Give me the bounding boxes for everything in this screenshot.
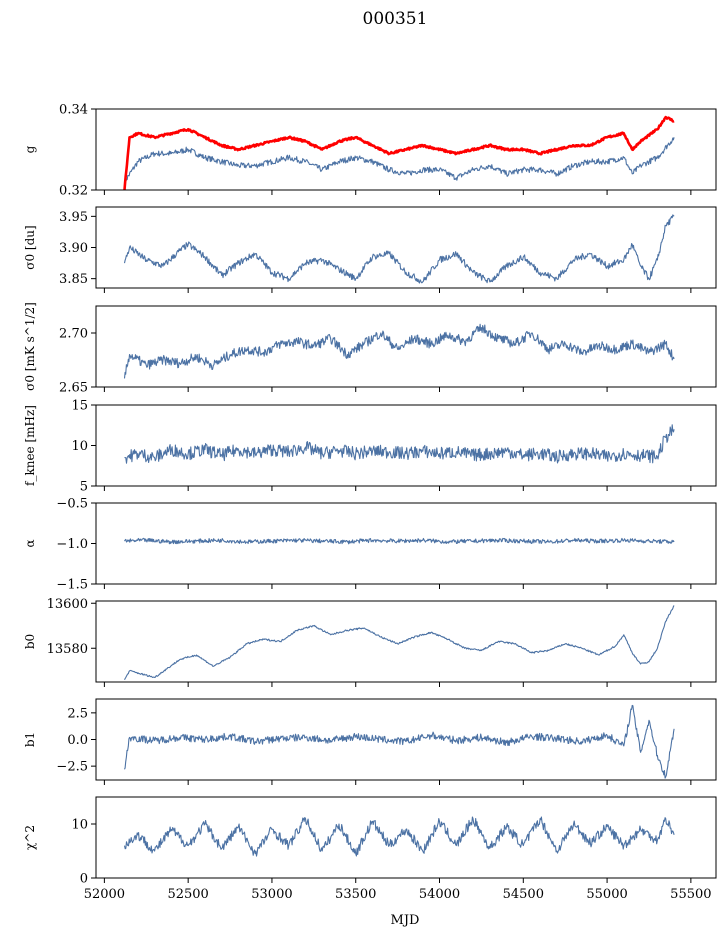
- series-line: [124, 605, 675, 681]
- panels: 0.32 0.34 g 3.85 3.90 3.95 σ0 [du] 2.65 2.70 σ0 […: [23, 103, 717, 902]
- y-tick-label: 3.90: [59, 241, 88, 256]
- y-tick-label: 0.0: [67, 733, 88, 748]
- y-tick-label: 5: [80, 480, 88, 495]
- axes-frame: [95, 502, 717, 585]
- x-tick-label: 55500: [670, 887, 711, 902]
- series-line: [123, 816, 675, 857]
- y-tick-label: 0.34: [59, 103, 88, 118]
- series-line: [123, 323, 675, 379]
- y-axis-label: f_knee [mHz]: [23, 405, 37, 486]
- x-tick-label: 55000: [586, 887, 627, 902]
- x-tick-label: 54000: [419, 887, 460, 902]
- figure-title: 000351: [363, 9, 428, 29]
- subplot-2: 3.85 3.90 3.95 σ0 [du]: [23, 206, 717, 293]
- y-axis-label: b0: [23, 634, 37, 649]
- subplot-3: 2.65 2.70 σ0 [mK s^1/2]: [23, 302, 717, 396]
- plot-area: [123, 704, 675, 779]
- plot-area: [123, 323, 675, 379]
- y-tick-label: 10: [71, 818, 88, 833]
- y-tick-label: 13600: [47, 597, 88, 612]
- y-tick-label: 0: [80, 872, 88, 887]
- y-axis-label: b1: [23, 732, 37, 747]
- y-tick-label: −2.5: [56, 760, 88, 775]
- plot-area: [123, 115, 675, 190]
- plot-area: [123, 214, 675, 284]
- x-tick-label: 54500: [503, 887, 544, 902]
- x-tick-label: 53000: [251, 887, 292, 902]
- plot-area: [124, 424, 675, 464]
- axes-frame: [95, 108, 717, 191]
- x-tick-label: 52000: [84, 887, 125, 902]
- x-tick-label: 52500: [167, 887, 208, 902]
- subplot-8: 0 10 52000 52500 53000 53500 54000 54500 55000 55…: [23, 796, 717, 902]
- x-axis-label: MJD: [391, 913, 420, 928]
- y-axis-label: g: [23, 145, 37, 153]
- y-tick-label: 3.85: [59, 272, 88, 287]
- series-line: [124, 424, 675, 464]
- plot-area: [124, 537, 675, 545]
- y-tick-label: 0.32: [59, 184, 88, 199]
- axes-frame: [95, 404, 717, 487]
- axes-frame: [95, 305, 717, 388]
- y-tick-label: 2.65: [59, 381, 88, 396]
- y-tick-label: 2.5: [67, 706, 88, 721]
- plot-area: [123, 816, 675, 857]
- y-tick-label: 2.70: [59, 327, 88, 342]
- series-line: [124, 537, 675, 545]
- y-tick-label: 13580: [47, 642, 88, 657]
- subplot-5: −1.5 −1.0 −0.5 α: [23, 497, 717, 593]
- x-tick-label: 53500: [335, 887, 376, 902]
- series-line: [123, 704, 675, 779]
- axes-frame: [95, 796, 717, 879]
- subplot-4: 5 10 15 f_knee [mHz]: [23, 399, 717, 495]
- series-line: [123, 137, 675, 185]
- y-axis-label: σ0 [du]: [23, 225, 37, 269]
- subplot-6: 13580 13600 b0: [23, 597, 717, 687]
- y-axis-label: χ^2: [23, 825, 37, 850]
- subplot-1: 0.32 0.34 g: [23, 103, 717, 199]
- series-line: [123, 214, 675, 284]
- y-tick-label: 15: [71, 399, 88, 414]
- y-axis-label: σ0 [mK s^1/2]: [23, 302, 37, 391]
- y-tick-label: 3.95: [59, 210, 88, 225]
- subplot-7: −2.5 0.0 2.5 b1: [23, 698, 717, 785]
- series-line-red: [123, 115, 675, 190]
- y-tick-label: 10: [71, 439, 88, 454]
- y-axis-label: α: [23, 539, 37, 547]
- y-tick-label: −1.5: [56, 578, 88, 593]
- axes-frame: [95, 206, 717, 289]
- y-tick-label: −0.5: [56, 497, 88, 512]
- y-tick-label: −1.0: [56, 537, 88, 552]
- axes-frame: [95, 600, 717, 683]
- plot-area: [124, 605, 675, 681]
